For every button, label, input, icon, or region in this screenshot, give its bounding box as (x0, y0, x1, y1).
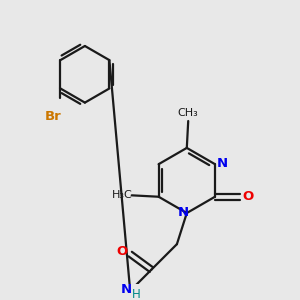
Text: O: O (117, 245, 128, 258)
Text: H₃C: H₃C (111, 190, 132, 200)
Text: CH₃: CH₃ (178, 108, 199, 118)
Text: N: N (178, 206, 189, 219)
Text: O: O (243, 190, 254, 203)
Text: Br: Br (44, 110, 61, 123)
Text: N: N (120, 283, 131, 296)
Text: H: H (132, 288, 141, 300)
Text: N: N (217, 157, 228, 170)
